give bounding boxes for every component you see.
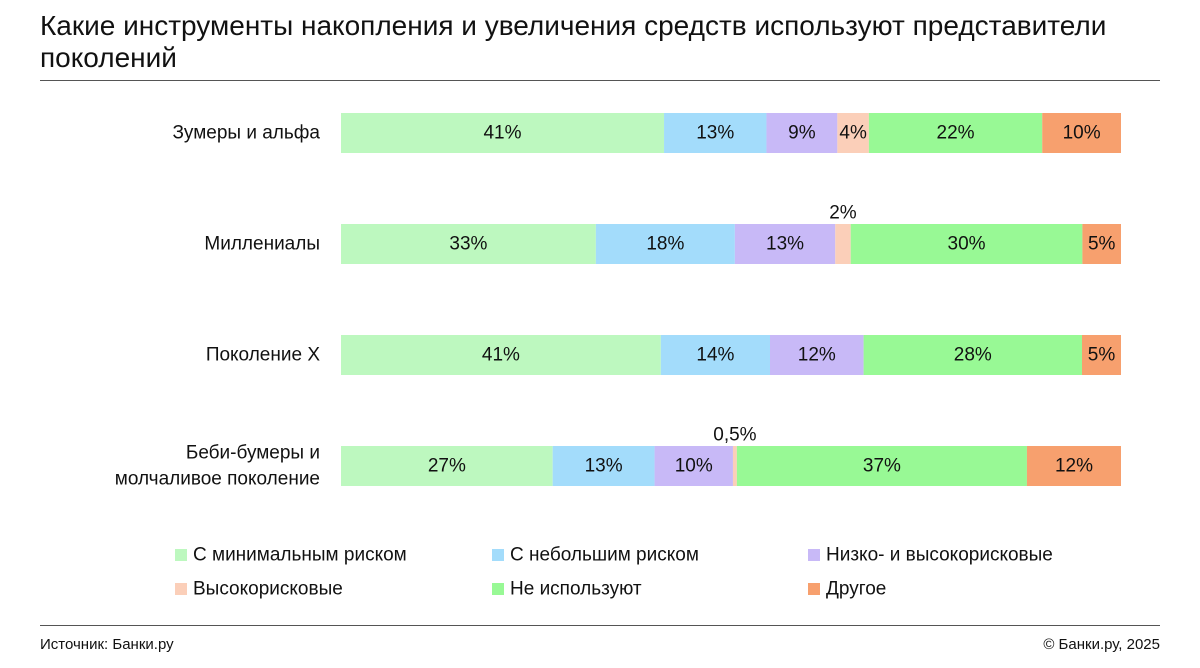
data-label: 12% xyxy=(798,345,836,366)
bar-segment xyxy=(664,113,767,153)
copyright-note: © Банки.ру, 2025 xyxy=(1043,636,1160,653)
data-label: 12% xyxy=(1055,456,1093,477)
legend-label: С минимальным риском xyxy=(193,545,407,566)
data-label: 37% xyxy=(863,456,901,477)
data-label: 30% xyxy=(948,234,986,255)
legend-label: Другое xyxy=(826,579,886,600)
category-label: молчаливое поколение xyxy=(115,469,320,490)
bar-segment xyxy=(595,224,735,264)
legend-swatch xyxy=(492,583,504,595)
legend-label: Высокорисковые xyxy=(193,579,343,600)
bar-segment xyxy=(850,224,1083,264)
legend-swatch xyxy=(808,583,820,595)
title-divider xyxy=(40,80,1160,81)
legend-swatch xyxy=(492,549,504,561)
data-label: 13% xyxy=(766,234,804,255)
bar-segment xyxy=(660,335,770,375)
bar-segment xyxy=(341,446,553,486)
legend-swatch xyxy=(175,583,187,595)
data-label: 28% xyxy=(954,345,992,366)
bar-segment xyxy=(863,335,1082,375)
data-label: 41% xyxy=(482,345,520,366)
bar-segment xyxy=(1082,224,1121,264)
chart-title: Какие инструменты накопления и увеличени… xyxy=(40,10,1107,73)
data-label: 2% xyxy=(829,203,857,224)
category-label: Беби-бумеры и xyxy=(186,443,320,464)
data-label: 9% xyxy=(788,123,816,144)
data-label: 33% xyxy=(449,234,487,255)
category-label: Миллениалы xyxy=(204,234,320,255)
data-label: 10% xyxy=(675,456,713,477)
bar-segment xyxy=(654,446,733,486)
data-label: 0,5% xyxy=(713,425,756,446)
data-label: 22% xyxy=(937,123,975,144)
legend-label: С небольшим риском xyxy=(510,545,699,566)
data-label: 13% xyxy=(696,123,734,144)
legend-swatch xyxy=(808,549,820,561)
bar-segment xyxy=(770,335,864,375)
bar-segment xyxy=(736,446,1027,486)
footer-divider xyxy=(40,625,1160,626)
bar-segment xyxy=(837,113,869,153)
data-label: 5% xyxy=(1088,234,1116,255)
bar-segment xyxy=(341,113,665,153)
bar-segment xyxy=(868,113,1043,153)
category-label: Поколение X xyxy=(206,345,321,366)
data-label: 13% xyxy=(585,456,623,477)
data-label: 4% xyxy=(839,123,867,144)
legend-label: Низко- и высокорисковые xyxy=(826,545,1053,566)
bar-segment xyxy=(341,335,661,375)
bar-segment xyxy=(732,446,737,486)
data-label: 14% xyxy=(696,345,734,366)
category-label: Зумеры и альфа xyxy=(172,123,320,144)
legend-label: Не используют xyxy=(510,579,642,600)
legend-swatch xyxy=(175,549,187,561)
bar-segment xyxy=(734,224,836,264)
bar-segment xyxy=(341,224,596,264)
bar-segment xyxy=(552,446,655,486)
bar-segment xyxy=(1082,335,1121,375)
data-label: 18% xyxy=(646,234,684,255)
bar-segment xyxy=(835,224,851,264)
bar-segment xyxy=(1026,446,1121,486)
bar-segment xyxy=(1042,113,1121,153)
bar-segment xyxy=(766,113,838,153)
source-note: Источник: Банки.ру xyxy=(40,636,174,653)
data-label: 10% xyxy=(1063,123,1101,144)
data-label: 5% xyxy=(1088,345,1116,366)
data-label: 41% xyxy=(483,123,521,144)
data-label: 27% xyxy=(428,456,466,477)
